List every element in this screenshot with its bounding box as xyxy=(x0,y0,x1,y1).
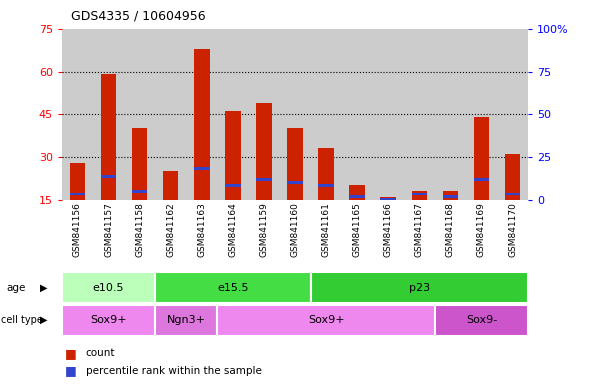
Bar xyxy=(194,167,209,170)
Text: ▶: ▶ xyxy=(40,315,47,325)
Bar xyxy=(411,191,427,200)
Bar xyxy=(435,305,528,336)
Text: ▶: ▶ xyxy=(40,283,47,293)
Bar xyxy=(132,129,148,200)
Bar xyxy=(155,305,217,336)
Bar xyxy=(287,129,303,200)
Bar xyxy=(132,190,148,192)
Text: Sox9-: Sox9- xyxy=(466,315,497,325)
Bar xyxy=(155,272,310,303)
Bar xyxy=(101,175,116,178)
Bar xyxy=(101,74,116,200)
Bar xyxy=(62,272,155,303)
Bar xyxy=(256,103,271,200)
Bar xyxy=(474,178,489,181)
Bar xyxy=(194,49,209,200)
Bar xyxy=(163,171,178,200)
Text: Sox9+: Sox9+ xyxy=(308,315,345,325)
Bar xyxy=(318,184,334,187)
Text: p23: p23 xyxy=(409,283,430,293)
Bar xyxy=(349,195,365,198)
Bar xyxy=(163,201,178,204)
Bar xyxy=(62,305,155,336)
Bar xyxy=(442,191,458,200)
Text: Ngn3+: Ngn3+ xyxy=(167,315,206,325)
Text: GDS4335 / 10604956: GDS4335 / 10604956 xyxy=(71,10,205,23)
Text: count: count xyxy=(86,348,115,358)
Bar xyxy=(256,178,271,181)
Bar xyxy=(318,149,334,200)
Text: cell type: cell type xyxy=(1,315,42,325)
Bar xyxy=(411,192,427,195)
Text: percentile rank within the sample: percentile rank within the sample xyxy=(86,366,261,376)
Text: ■: ■ xyxy=(65,347,77,360)
Bar xyxy=(287,181,303,184)
Bar xyxy=(217,305,435,336)
Bar xyxy=(381,197,396,200)
Text: Sox9+: Sox9+ xyxy=(90,315,127,325)
Bar xyxy=(442,195,458,198)
Bar xyxy=(504,154,520,200)
Bar xyxy=(225,111,241,200)
Bar xyxy=(349,185,365,200)
Bar xyxy=(474,117,489,200)
Text: e15.5: e15.5 xyxy=(217,283,248,293)
Bar xyxy=(381,198,396,201)
Bar xyxy=(504,192,520,195)
Text: age: age xyxy=(6,283,25,293)
Text: e10.5: e10.5 xyxy=(93,283,124,293)
Text: ■: ■ xyxy=(65,364,77,377)
Bar xyxy=(225,184,241,187)
Bar xyxy=(70,192,85,195)
Bar xyxy=(70,163,85,200)
Bar xyxy=(310,272,528,303)
